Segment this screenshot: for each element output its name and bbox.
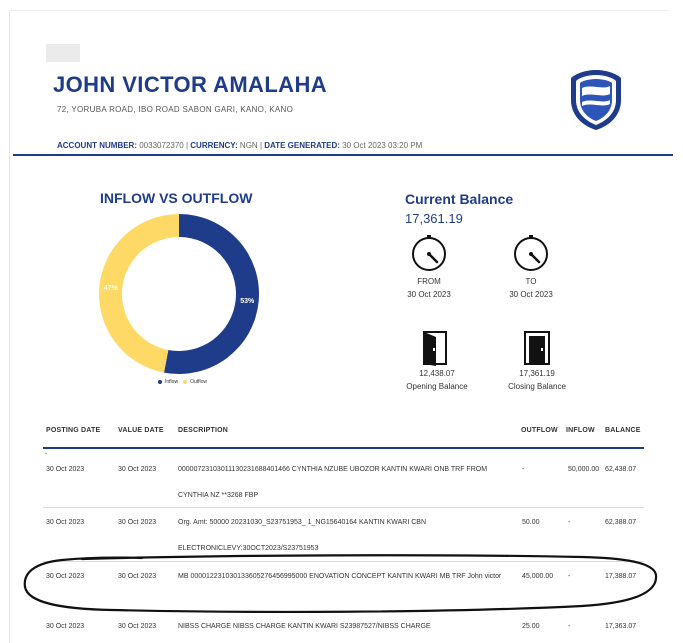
opening-balance-amount: 12,438.07 [419,369,455,378]
closed-door-icon [524,331,550,365]
row-1-description: 000007231030111302316884014​66 CYNTHIA N… [178,466,488,499]
from-label: FROM [417,277,441,286]
row-4-posting-date: 30 Oct 2023 [46,623,85,630]
closing-balance-amount: 17,361.19 [519,369,555,378]
account-holder-address: 72, YORUBA ROAD, IBO ROAD SABON GARI, KA… [57,105,294,114]
donut-label-inflow: 53% [240,298,255,305]
row-3-inflow: - [568,573,571,580]
row-2-inflow: - [568,519,571,526]
row-1-inflow: 50,000.00 [568,466,600,473]
legend-swatch-inflow [158,380,162,384]
legend-label-outflow: Outflow [190,379,208,385]
account-number-label: ACCOUNT NUMBER: [57,141,137,150]
column-header-description: DESCRIPTION [178,427,229,434]
row-4-inflow: - [568,623,571,630]
account-info-line: ACCOUNT NUMBER: 0033072370 | CURRENCY: N… [57,141,422,150]
row-1-outflow: - [522,466,525,473]
row-4-value-date: 30 Oct 2023 [118,623,157,630]
row-3-description: MB 000012231030133605276456995000 ENOVAT… [178,573,502,580]
row-divider [43,561,644,562]
separator: | [259,141,265,150]
row-1-posting-date: 30 Oct 2023 [46,466,85,473]
account-holder-name: JOHN VICTOR AMALAHA [53,72,328,97]
account-number: 0033072370 [139,141,184,150]
column-header-inflow: INFLOW [566,427,595,434]
redacted-block [46,44,80,62]
row-3-posting-date: 30 Oct 2023 [46,573,85,580]
chart-title: INFLOW VS OUTFLOW [100,190,253,206]
column-header-outflow: OUTFLOW [521,427,558,434]
page-edge [9,10,10,643]
from-date: 30 Oct 2023 [407,290,451,299]
column-header-posting-date: POSTING DATE [46,427,101,434]
row-2-posting-date: 30 Oct 2023 [46,519,85,526]
row-4-description: NIBSS CHARGE NIBSS CHARGE KANTIN KWARI S… [178,623,431,630]
separator: | [185,141,191,150]
row-2-outflow: 50.00 [522,519,540,526]
table-dash-marker: - [45,451,48,458]
chart-legend: Inflow Outflow [158,379,207,385]
donut-slice-outflow [99,214,179,373]
currency-value: NGN [239,141,258,150]
date-generated-label: DATE GENERATED: [264,141,340,150]
from-clock-icon [412,235,446,271]
row-3-outflow: 45,000.00 [522,573,554,580]
bank-shield-logo-icon [571,70,621,130]
row-divider [43,507,644,508]
row-4-outflow: 25.00 [522,623,540,630]
donut-slice-inflow [164,214,260,374]
inflow-outflow-donut-chart: 53% 47% [99,214,260,374]
legend-swatch-outflow [183,380,188,384]
current-balance-label: Current Balance [405,191,514,207]
to-clock-icon [514,235,548,271]
row-3-value-date: 30 Oct 2023 [118,573,157,580]
column-header-value-date: VALUE DATE [118,427,164,434]
row-2-value-date: 30 Oct 2023 [118,519,157,526]
hand-drawn-highlight-ring [23,554,658,614]
current-balance-amount: 17,361.19 [405,211,463,226]
column-header-balance: BALANCE [605,427,641,434]
closing-balance-label: Closing Balance [508,382,566,391]
row-1-value-date: 30 Oct 2023 [118,466,157,473]
opening-door-icon [423,331,447,366]
to-label: TO [525,277,537,286]
row-3-balance: 17,388.07 [605,573,637,580]
table-header-divider [43,447,644,449]
currency-label: CURRENCY: [190,141,238,150]
opening-balance-label: Opening Balance [406,382,468,391]
row-2-description: Org. Amt: 50000 20231030_S23751953_ 1_NG… [178,519,427,552]
date-generated: 30 Oct 2023 03:20 PM [342,141,423,150]
row-2-balance: 62,388.07 [605,519,637,526]
donut-label-outflow: 47% [104,285,119,292]
header-divider [13,154,673,156]
legend-label-inflow: Inflow [165,379,179,385]
row-4-balance: 17,363.07 [605,623,637,630]
page-edge-top [9,10,669,11]
to-date: 30 Oct 2023 [509,290,553,299]
row-1-balance: 62,438.07 [605,466,637,473]
